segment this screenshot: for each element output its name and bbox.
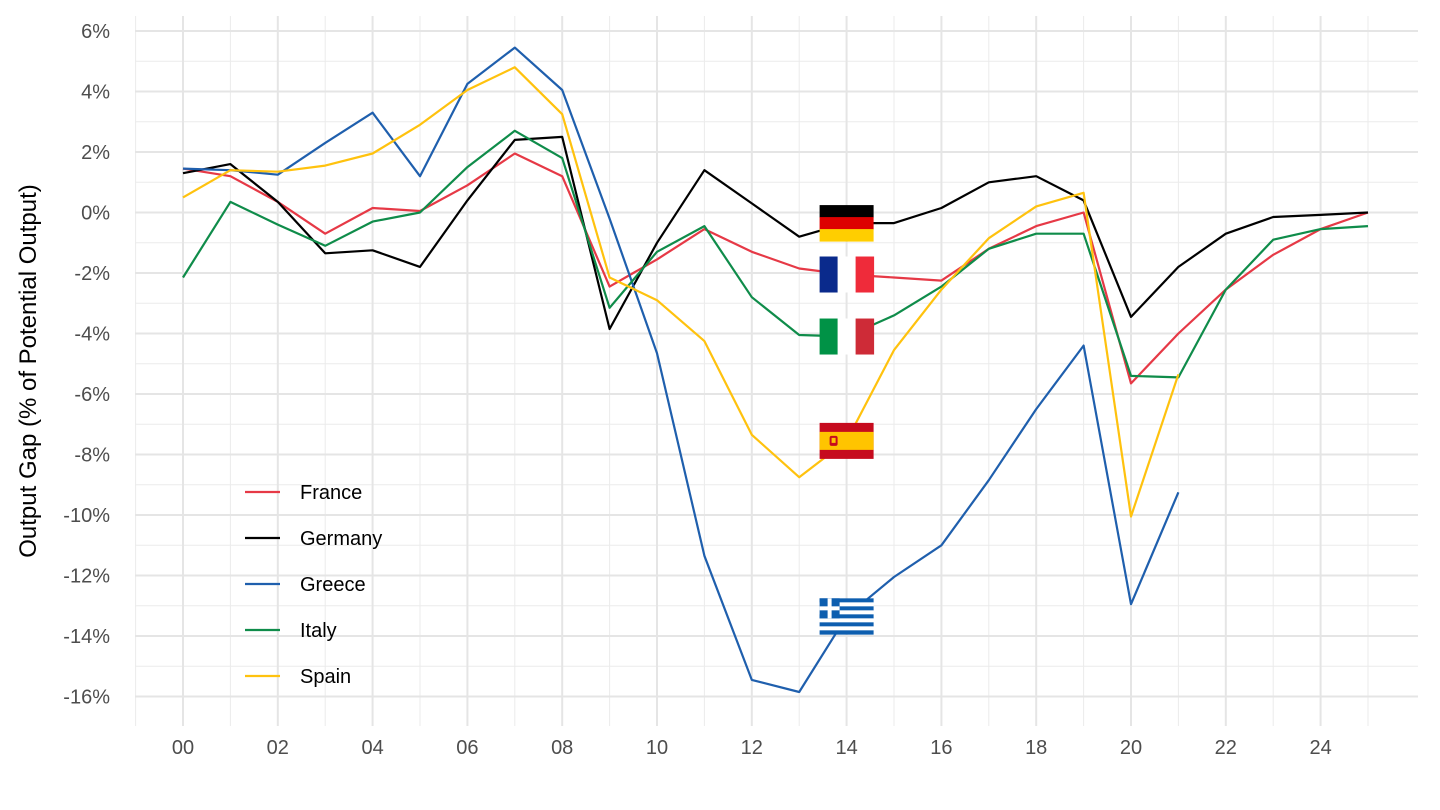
y-tick-label: 4% bbox=[81, 82, 110, 104]
series-line-france bbox=[182, 152, 1369, 385]
legend-label-italy: Italy bbox=[300, 620, 337, 642]
y-tick-label: 2% bbox=[81, 142, 110, 164]
x-tick-label: 18 bbox=[1025, 737, 1047, 759]
x-tick-label: 08 bbox=[551, 737, 573, 759]
flag-fr-icon bbox=[819, 256, 875, 293]
series-line-germany bbox=[182, 135, 1369, 331]
y-tick-label: 0% bbox=[81, 203, 110, 225]
x-tick-label: 04 bbox=[361, 737, 383, 759]
legend: France Germany Greece Italy Spain bbox=[245, 482, 382, 688]
x-tick-label: 10 bbox=[646, 737, 668, 759]
y-axis-tick-labels: 6% 4% 2% 0% -2% -4% -6% -8% -10% -12% -14% -16% bbox=[63, 21, 110, 709]
y-tick-label: 6% bbox=[81, 21, 110, 43]
country-flags bbox=[819, 205, 875, 635]
y-tick-label: -2% bbox=[74, 263, 110, 285]
flag-de-icon bbox=[819, 205, 874, 242]
x-tick-label: 24 bbox=[1309, 737, 1331, 759]
y-tick-label: -4% bbox=[74, 324, 110, 346]
x-tick-label: 06 bbox=[456, 737, 478, 759]
legend-label-greece: Greece bbox=[300, 574, 366, 596]
series-line-greece bbox=[182, 46, 1180, 694]
y-tick-label: -14% bbox=[63, 626, 110, 648]
y-tick-label: -6% bbox=[74, 384, 110, 406]
y-tick-label: -10% bbox=[63, 505, 110, 527]
x-tick-label: 00 bbox=[172, 737, 194, 759]
series-lines bbox=[182, 46, 1369, 694]
flag-it-icon bbox=[819, 318, 875, 355]
x-tick-label: 14 bbox=[835, 737, 857, 759]
x-tick-label: 16 bbox=[930, 737, 952, 759]
y-axis-title: Output Gap (% of Potential Output) bbox=[15, 184, 42, 558]
x-tick-label: 12 bbox=[741, 737, 763, 759]
legend-label-germany: Germany bbox=[300, 528, 382, 550]
x-axis-tick-labels: 00 02 04 06 08 10 12 14 16 18 20 22 24 bbox=[172, 737, 1332, 759]
series-line-spain bbox=[182, 66, 1180, 518]
legend-label-france: France bbox=[300, 482, 362, 504]
x-tick-label: 02 bbox=[267, 737, 289, 759]
x-tick-label: 20 bbox=[1120, 737, 1142, 759]
y-tick-label: -16% bbox=[63, 687, 110, 709]
legend-label-spain: Spain bbox=[300, 666, 351, 688]
x-tick-label: 22 bbox=[1215, 737, 1237, 759]
y-tick-label: -8% bbox=[74, 445, 110, 467]
flag-es-icon bbox=[819, 422, 874, 459]
series-line-italy bbox=[182, 129, 1369, 379]
y-tick-label: -12% bbox=[63, 566, 110, 588]
minor-gridlines bbox=[135, 16, 1418, 726]
flag-gr-icon bbox=[819, 598, 874, 635]
